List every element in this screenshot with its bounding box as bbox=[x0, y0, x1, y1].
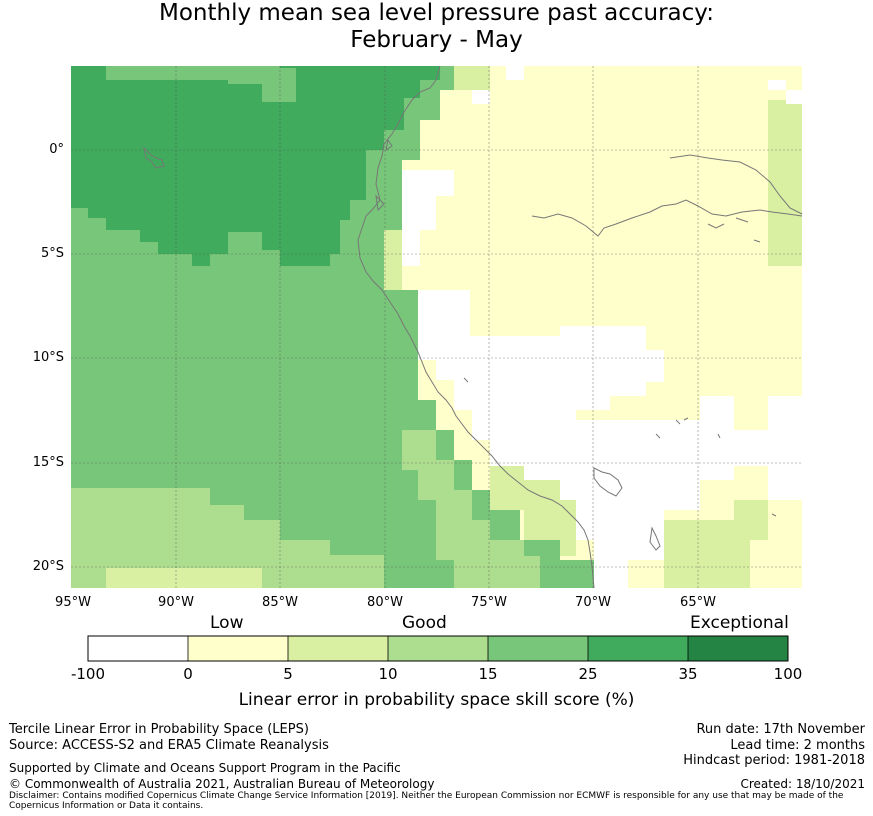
footer-hindcast: Hindcast period: 1981-2018 bbox=[683, 753, 865, 768]
lat-tick-20s: 20°S bbox=[32, 559, 64, 574]
colorbar-segment-0-5 bbox=[188, 636, 288, 661]
region-pale-green-se bbox=[664, 500, 768, 588]
footer-support: Supported by Climate and Oceans Support … bbox=[9, 761, 401, 775]
legend-category-exceptional: Exceptional bbox=[690, 613, 789, 633]
colorbar-tick: 35 bbox=[678, 665, 698, 683]
region-pale-green-ne bbox=[768, 100, 802, 150]
colorbar-label: Linear error in probability space skill … bbox=[238, 690, 635, 710]
lat-tick-15s: 15°S bbox=[32, 455, 64, 470]
lon-tick-95w: 95°W bbox=[55, 595, 91, 610]
region-mid-green bbox=[71, 66, 594, 588]
colorbar-segment-15-25 bbox=[488, 636, 588, 661]
lon-tick-80w: 80°W bbox=[367, 595, 403, 610]
title-line2: February - May bbox=[350, 27, 523, 53]
region-pale-green-coast bbox=[384, 230, 402, 290]
lon-tick-85w: 85°W bbox=[262, 595, 298, 610]
footer-copyright: © Commonwealth of Australia 2021, Austra… bbox=[9, 777, 435, 791]
lat-tick-5s: 5°S bbox=[40, 246, 64, 261]
colorbar-tick: 15 bbox=[478, 665, 498, 683]
footer-run-date: Run date: 17th November bbox=[696, 722, 865, 737]
footer-lead-time: Lead time: 2 months bbox=[730, 738, 865, 753]
lon-tick-65w: 65°W bbox=[680, 595, 716, 610]
region-white-coast bbox=[402, 170, 454, 266]
footer-method: Tercile Linear Error in Probability Spac… bbox=[9, 722, 309, 737]
colorbar-tick: 5 bbox=[283, 665, 293, 683]
lat-tick-0: 0° bbox=[49, 142, 64, 157]
footer-source: Source: ACCESS-S2 and ERA5 Climate Reana… bbox=[9, 738, 329, 753]
lon-tick-70w: 70°W bbox=[575, 595, 611, 610]
lon-tick-90w: 90°W bbox=[158, 595, 194, 610]
title-line1: Monthly mean sea level pressure past acc… bbox=[159, 0, 714, 26]
colorbar-tick: 25 bbox=[578, 665, 598, 683]
legend-category-low: Low bbox=[210, 613, 244, 633]
lon-tick-75w: 75°W bbox=[471, 595, 507, 610]
coastline bbox=[143, 65, 803, 589]
region-sw-lightgreen bbox=[71, 488, 384, 588]
region-pale-green-sw bbox=[106, 568, 262, 588]
legend-category-good: Good bbox=[402, 613, 447, 633]
gridlines bbox=[71, 66, 802, 588]
footer-disclaimer: Disclaimer: Contains modified Copernicus… bbox=[9, 791, 844, 811]
region-dark-green bbox=[71, 66, 440, 266]
lat-tick-10s: 10°S bbox=[32, 350, 64, 365]
colorbar-segment-25-35 bbox=[588, 636, 688, 661]
region-pale-green-mid bbox=[490, 466, 594, 556]
colorbar bbox=[87, 635, 789, 662]
colorbar-tick: 10 bbox=[378, 665, 398, 683]
region-pale-green-north bbox=[454, 66, 490, 90]
colorbar-tick: 0 bbox=[183, 665, 193, 683]
region-north-lightgreen bbox=[106, 66, 296, 102]
footer-created: Created: 18/10/2021 bbox=[740, 777, 865, 791]
region-white-central bbox=[418, 290, 802, 588]
colorbar-segment-white bbox=[88, 636, 188, 661]
colorbar-segment-5-10 bbox=[288, 636, 388, 661]
region-pale-green-east bbox=[768, 150, 802, 266]
region-coastal-lightgreen bbox=[402, 430, 540, 588]
colorbar-tick: 100 bbox=[773, 665, 803, 683]
colorbar-segment-35-100 bbox=[688, 636, 788, 661]
region-white-mid bbox=[418, 300, 576, 396]
colorbar-segment-10-15 bbox=[388, 636, 488, 661]
colorbar-tick: -100 bbox=[70, 665, 106, 683]
